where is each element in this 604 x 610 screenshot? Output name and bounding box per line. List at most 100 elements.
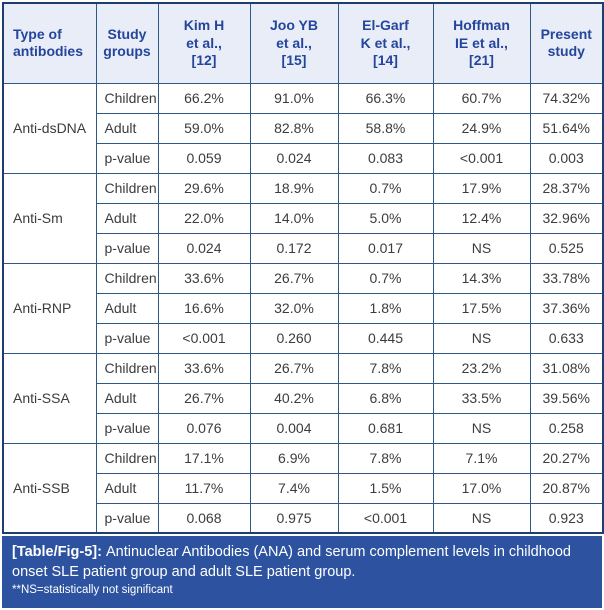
study-group-label: Adult — [95, 292, 159, 324]
value-cell: <0.001 — [337, 502, 434, 534]
value-cell: 12.4% — [432, 202, 531, 234]
study-group-label: Children — [95, 172, 159, 204]
header-study-groups: Study groups — [95, 2, 159, 84]
value-cell: 0.172 — [249, 232, 339, 264]
table-row: p-value 0.059 0.024 0.083 <0.001 0.003 — [3, 142, 604, 174]
value-cell: 0.004 — [249, 412, 339, 444]
value-cell: 20.87% — [529, 472, 604, 504]
value-cell: 0.975 — [249, 502, 339, 534]
value-cell: 32.96% — [529, 202, 604, 234]
value-cell: 7.1% — [432, 442, 531, 474]
header-present-study: Present study — [529, 2, 604, 84]
table-row: Adult 59.0% 82.8% 58.8% 24.9% 51.64% — [3, 112, 604, 144]
value-cell: 7.8% — [337, 352, 434, 384]
value-cell: 0.003 — [529, 142, 604, 174]
study-group-label: Children — [95, 262, 159, 294]
table-row: Anti-SSB Children 17.1% 6.9% 7.8% 7.1% 20.27% — [2, 442, 604, 534]
value-cell: 33.78% — [529, 262, 604, 294]
value-cell: 26.7% — [157, 382, 251, 414]
antibody-name: Anti-SSA — [2, 352, 97, 444]
value-cell: 1.5% — [337, 472, 434, 504]
value-cell: 66.3% — [337, 82, 434, 114]
value-cell: NS — [432, 232, 531, 264]
value-cell: 22.0% — [157, 202, 251, 234]
value-cell: 17.1% — [157, 442, 251, 474]
value-cell: 0.681 — [337, 412, 434, 444]
value-cell: 33.5% — [432, 382, 531, 414]
table-row: Anti-dsDNA Children 66.2% 91.0% 66.3% 60.7% 74… — [2, 82, 604, 174]
figure-footnote: **NS=statistically not significant — [12, 584, 173, 597]
table-row: Adult 11.7% 7.4% 1.5% 17.0% 20.87% — [3, 472, 604, 504]
table-header: Type of antibodies Study groups Kim H et… — [2, 2, 604, 84]
table-row: Adult 22.0% 14.0% 5.0% 12.4% 32.96% — [3, 202, 604, 234]
value-cell: 17.9% — [432, 172, 531, 204]
value-cell: 0.260 — [249, 322, 339, 354]
value-cell: 0.024 — [249, 142, 339, 174]
value-cell: 74.32% — [529, 82, 604, 114]
value-cell: 0.7% — [337, 262, 434, 294]
study-group-label: Children — [95, 352, 159, 384]
antibody-table: Type of antibodies Study groups Kim H et… — [2, 2, 604, 534]
table-row: p-value 0.068 0.975 <0.001 NS 0.923 — [3, 502, 604, 534]
figure-caption-label: [Table/Fig-5]: — [12, 544, 102, 560]
value-cell: 24.9% — [432, 112, 531, 144]
study-group-label: Adult — [95, 382, 159, 414]
table-row: Anti-RNP Children 33.6% 26.7% 0.7% 14.3% 33.78… — [2, 262, 604, 354]
value-cell: <0.001 — [157, 322, 251, 354]
table-row: Anti-Sm Children 29.6% 18.9% 0.7% 17.9% 28.37% — [2, 172, 604, 264]
study-group-label: Adult — [95, 112, 159, 144]
study-group-label: Children — [95, 442, 159, 474]
value-cell: 82.8% — [249, 112, 339, 144]
value-cell: 11.7% — [157, 472, 251, 504]
value-cell: 60.7% — [432, 82, 531, 114]
value-cell: 17.5% — [432, 292, 531, 324]
value-cell: 0.059 — [157, 142, 251, 174]
value-cell: NS — [432, 502, 531, 534]
value-cell: 0.633 — [529, 322, 604, 354]
value-cell: 40.2% — [249, 382, 339, 414]
figure-caption-text: Antinuclear Antibodies (ANA) and serum c… — [12, 544, 572, 580]
table-row: p-value <0.001 0.260 0.445 NS 0.633 — [3, 322, 604, 354]
value-cell: 33.6% — [157, 262, 251, 294]
value-cell: 28.37% — [529, 172, 604, 204]
antibody-name: Anti-SSB — [2, 442, 97, 534]
table-row: Adult 26.7% 40.2% 6.8% 33.5% 39.56% — [3, 382, 604, 414]
value-cell: 51.64% — [529, 112, 604, 144]
table-row: Adult 16.6% 32.0% 1.8% 17.5% 37.36% — [3, 292, 604, 324]
value-cell: 14.3% — [432, 262, 531, 294]
study-group-label: Adult — [95, 472, 159, 504]
study-group-label: p-value — [95, 232, 159, 264]
value-cell: 58.8% — [337, 112, 434, 144]
study-group-label: p-value — [95, 412, 159, 444]
value-cell: 17.0% — [432, 472, 531, 504]
value-cell: 26.7% — [249, 262, 339, 294]
value-cell: 16.6% — [157, 292, 251, 324]
value-cell: 0.923 — [529, 502, 604, 534]
value-cell: NS — [432, 412, 531, 444]
value-cell: 20.27% — [529, 442, 604, 474]
value-cell: 23.2% — [432, 352, 531, 384]
value-cell: 66.2% — [157, 82, 251, 114]
table-row: p-value 0.024 0.172 0.017 NS 0.525 — [3, 232, 604, 264]
antibody-name: Anti-dsDNA — [2, 82, 97, 174]
study-group-label: p-value — [95, 142, 159, 174]
value-cell: 0.445 — [337, 322, 434, 354]
value-cell: 0.7% — [337, 172, 434, 204]
value-cell: 29.6% — [157, 172, 251, 204]
antibody-name: Anti-Sm — [2, 172, 97, 264]
value-cell: 7.8% — [337, 442, 434, 474]
value-cell: NS — [432, 322, 531, 354]
value-cell: 5.0% — [337, 202, 434, 234]
figure-caption: [Table/Fig-5]: Antinuclear Antibodies (AN… — [12, 543, 592, 582]
value-cell: 39.56% — [529, 382, 604, 414]
value-cell: 0.076 — [157, 412, 251, 444]
value-cell: 0.017 — [337, 232, 434, 264]
value-cell: 91.0% — [249, 82, 339, 114]
value-cell: 26.7% — [249, 352, 339, 384]
value-cell: 0.525 — [529, 232, 604, 264]
value-cell: 32.0% — [249, 292, 339, 324]
header-hoffman: Hoffman IE et al., [21] — [432, 2, 531, 84]
header-elgarf: El-Garf K et al., [14] — [337, 2, 434, 84]
figure-caption-bar: [Table/Fig-5]: Antinuclear Antibodies (AN… — [2, 536, 602, 608]
